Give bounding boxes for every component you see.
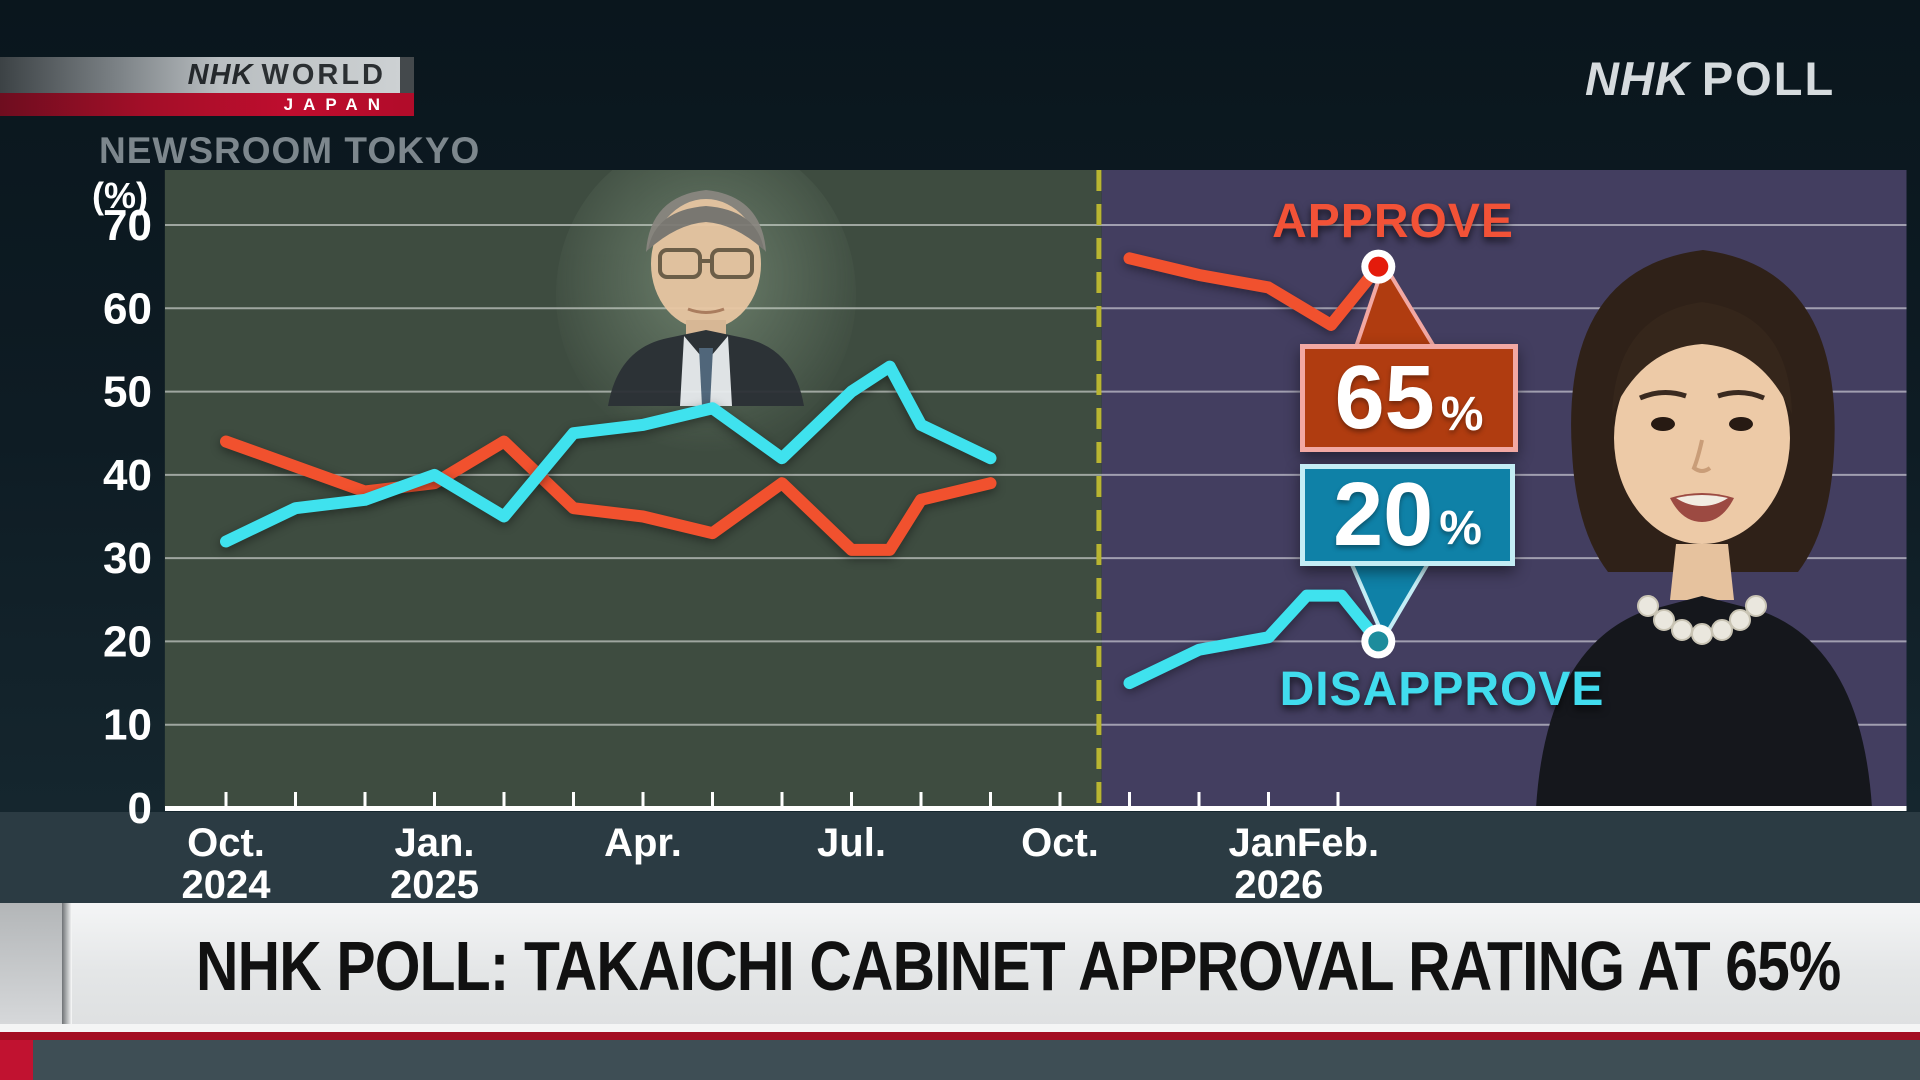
y-tick-label: 0 <box>128 784 152 833</box>
disapprove-series-label: DISAPPROVE <box>1279 663 1605 716</box>
nhk-world-japan-logo: NHK WORLD JAPAN <box>0 57 414 116</box>
approve-value: 65 <box>1334 348 1435 448</box>
banner-left-block <box>0 903 62 1028</box>
disapprove_ishiba-line <box>220 360 997 548</box>
x-year-label: 2024 <box>182 863 272 905</box>
ishiba-photo <box>556 170 856 455</box>
y-tick-label: 70 <box>103 201 152 250</box>
poll-brand-nhk: NHK <box>1585 51 1690 105</box>
logo-world-text: WORLD <box>261 58 386 91</box>
disapprove-value-callout: 20 % <box>1300 464 1515 566</box>
approve-series-label: APPROVE <box>1272 195 1514 248</box>
logo-end-cap <box>400 57 414 93</box>
disapprove_takaichi-line <box>1123 589 1385 690</box>
y-axis-unit-label: (%) <box>92 175 148 216</box>
y-tick-label: 10 <box>103 701 152 750</box>
y-tick-label: 30 <box>103 534 152 583</box>
logo-nhk-text: NHK <box>187 58 254 91</box>
approve-value-callout: 65 % <box>1300 344 1518 452</box>
poll-line-chart: (%) 0 10 20 30 40 50 60 70 Oct. Jan. Apr. Jul. Oct. Ja… <box>92 170 1907 905</box>
nhk-poll-brand: NHK POLL <box>1585 50 1833 106</box>
banner-red-rule <box>0 1032 1920 1040</box>
disapprove-value: 20 <box>1333 465 1434 565</box>
x-tick-label: Jan. <box>1228 821 1308 865</box>
poll-brand-poll: POLL <box>1701 51 1836 105</box>
disapprove-percent-sign: % <box>1439 502 1482 555</box>
program-title: NEWSROOM TOKYO <box>99 130 481 171</box>
x-axis-label-strip <box>0 812 1920 903</box>
y-tick-label: 40 <box>103 451 152 500</box>
y-tick-label: 20 <box>103 617 152 666</box>
y-tick-label: 50 <box>103 368 152 417</box>
logo-gray-bar: NHK WORLD <box>0 57 400 93</box>
headline-text: NHK POLL: TAKAICHI CABINET APPROVAL RATI… <box>196 926 1841 1005</box>
x-year-label: 2026 <box>1234 863 1323 905</box>
footer-red-accent <box>0 1040 33 1080</box>
x-tick-label: Oct. <box>187 821 265 865</box>
approve_takaichi-marker <box>1368 256 1389 277</box>
y-tick-label: 60 <box>103 284 152 333</box>
x-tick-label: Jan. <box>394 821 474 865</box>
x-tick-label: Apr. <box>604 821 682 865</box>
logo-red-bar: JAPAN <box>0 93 414 116</box>
x-tick-label: Jul. <box>817 821 886 865</box>
approve_takaichi-line <box>1123 252 1385 331</box>
approve_ishiba-line <box>220 435 997 556</box>
banner-seam <box>62 903 72 1028</box>
approve-percent-sign: % <box>1440 388 1484 441</box>
x-year-label: 2025 <box>390 863 479 905</box>
disapprove_takaichi-marker <box>1368 631 1389 652</box>
footer-bar <box>0 1040 1920 1080</box>
takaichi-photo <box>1536 250 1872 808</box>
x-tick-label: Oct. <box>1021 821 1099 865</box>
x-tick-label: Feb. <box>1297 821 1379 865</box>
x-axis-line <box>165 806 1907 811</box>
logo-japan-text: JAPAN <box>283 94 390 114</box>
headline-banner: NHK POLL: TAKAICHI CABINET APPROVAL RATI… <box>72 903 1920 1028</box>
banner-bottom-highlight <box>0 1024 1920 1032</box>
